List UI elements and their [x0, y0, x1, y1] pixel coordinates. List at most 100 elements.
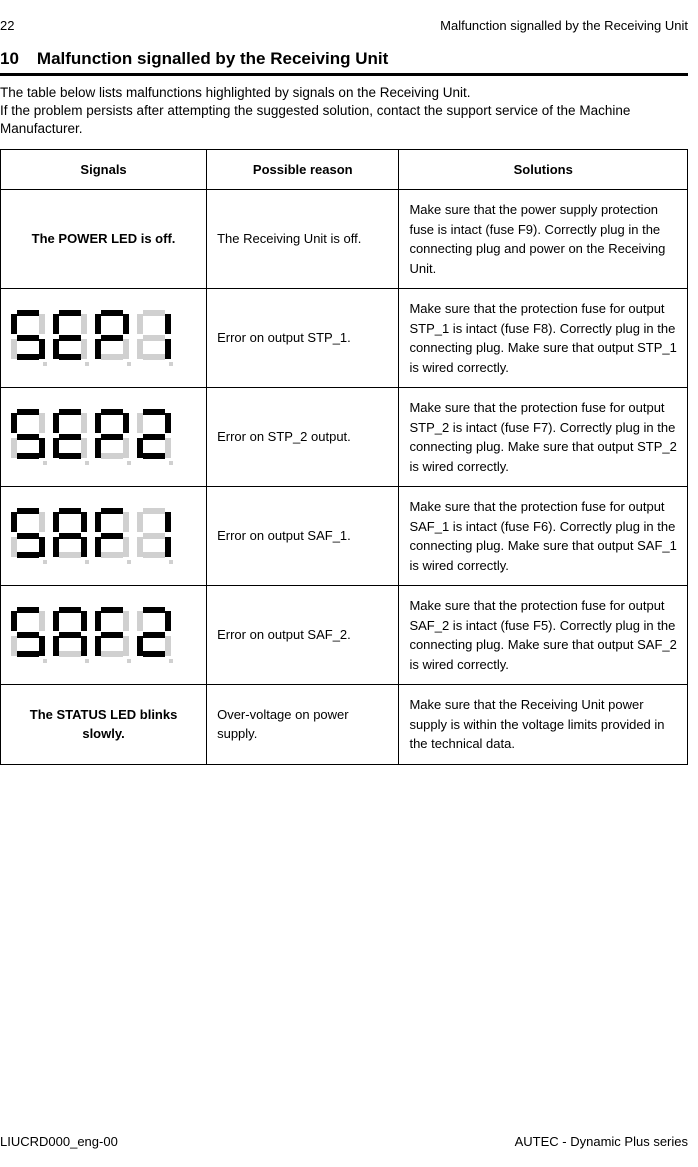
- segment-g: [101, 632, 123, 638]
- segment-g: [59, 434, 81, 440]
- segment-g: [17, 533, 39, 539]
- footer-doc-id: LIUCRD000_eng-00: [0, 1134, 118, 1149]
- segment-a: [59, 310, 81, 316]
- solution-cell: Make sure that the protection fuse for o…: [399, 487, 688, 586]
- segment-e: [53, 537, 59, 557]
- segment-g: [17, 632, 39, 638]
- segment-e: [95, 438, 101, 458]
- seven-seg-digit: [95, 310, 129, 366]
- segment-e: [11, 339, 17, 359]
- segment-b: [39, 314, 45, 334]
- segment-d: [101, 453, 123, 459]
- segment-c: [81, 339, 87, 359]
- segment-a: [17, 409, 39, 415]
- segment-d: [143, 552, 165, 558]
- segment-b: [123, 512, 129, 532]
- decimal-dot: [127, 461, 131, 465]
- col-reason: Possible reason: [207, 149, 399, 190]
- section-number: 10: [0, 49, 19, 68]
- segment-a: [101, 310, 123, 316]
- segment-c: [39, 636, 45, 656]
- segment-g: [17, 434, 39, 440]
- segment-g: [143, 632, 165, 638]
- decimal-dot: [43, 659, 47, 663]
- segment-g: [59, 632, 81, 638]
- seven-seg-digit: [95, 607, 129, 663]
- segment-b: [165, 611, 171, 631]
- segment-c: [39, 438, 45, 458]
- segment-g: [101, 335, 123, 341]
- seven-seg-digit: [137, 508, 171, 564]
- seven-seg-digit: [11, 409, 45, 465]
- seven-seg-digit: [53, 310, 87, 366]
- decimal-dot: [169, 461, 173, 465]
- segment-e: [95, 537, 101, 557]
- signal-cell: [1, 586, 207, 685]
- segment-f: [137, 413, 143, 433]
- segment-e: [53, 636, 59, 656]
- segment-g: [143, 533, 165, 539]
- segment-f: [53, 611, 59, 631]
- signal-cell: [1, 388, 207, 487]
- decimal-dot: [43, 560, 47, 564]
- reason-cell: The Receiving Unit is off.: [207, 190, 399, 289]
- segment-d: [17, 651, 39, 657]
- running-header: 22 Malfunction signalled by the Receivin…: [0, 18, 688, 49]
- seven-seg-digit: [11, 508, 45, 564]
- decimal-dot: [43, 461, 47, 465]
- intro-line2: If the problem persists after attempting…: [0, 103, 630, 136]
- segment-c: [165, 339, 171, 359]
- running-title: Malfunction signalled by the Receiving U…: [440, 18, 688, 33]
- segment-e: [95, 339, 101, 359]
- reason-cell: Error on STP_2 output.: [207, 388, 399, 487]
- signal-cell: [1, 289, 207, 388]
- decimal-dot: [43, 362, 47, 366]
- segment-c: [165, 636, 171, 656]
- segment-b: [123, 413, 129, 433]
- segment-d: [143, 453, 165, 459]
- table-row: The POWER LED is off.The Receiving Unit …: [1, 190, 688, 289]
- segment-f: [95, 512, 101, 532]
- segment-e: [137, 438, 143, 458]
- segment-d: [59, 354, 81, 360]
- segment-g: [143, 434, 165, 440]
- segment-b: [81, 512, 87, 532]
- malfunction-table: Signals Possible reason Solutions The PO…: [0, 149, 688, 765]
- seven-seg-digit: [53, 607, 87, 663]
- segment-c: [123, 339, 129, 359]
- section-title-text: Malfunction signalled by the Receiving U…: [37, 49, 388, 68]
- segment-b: [165, 413, 171, 433]
- decimal-dot: [85, 362, 89, 366]
- signal-cell: [1, 487, 207, 586]
- seven-seg-digit: [95, 409, 129, 465]
- segment-e: [53, 339, 59, 359]
- decimal-dot: [85, 560, 89, 564]
- signal-cell: The STATUS LED blinks slowly.: [1, 685, 207, 765]
- segment-c: [123, 537, 129, 557]
- segment-f: [95, 611, 101, 631]
- segment-g: [59, 335, 81, 341]
- segment-b: [39, 512, 45, 532]
- segment-c: [39, 537, 45, 557]
- segment-f: [53, 512, 59, 532]
- segment-d: [101, 552, 123, 558]
- segment-e: [137, 537, 143, 557]
- table-row: Error on output STP_1.Make sure that the…: [1, 289, 688, 388]
- reason-cell: Error on output SAF_1.: [207, 487, 399, 586]
- segment-g: [17, 335, 39, 341]
- segment-a: [59, 607, 81, 613]
- solution-cell: Make sure that the protection fuse for o…: [399, 586, 688, 685]
- segment-f: [11, 314, 17, 334]
- segment-a: [17, 310, 39, 316]
- reason-cell: Error on output STP_1.: [207, 289, 399, 388]
- segment-e: [11, 438, 17, 458]
- segment-d: [59, 552, 81, 558]
- seven-seg-display: [11, 603, 196, 667]
- segment-b: [39, 611, 45, 631]
- segment-f: [11, 413, 17, 433]
- segment-c: [39, 339, 45, 359]
- segment-e: [137, 339, 143, 359]
- segment-d: [143, 651, 165, 657]
- solution-cell: Make sure that the protection fuse for o…: [399, 289, 688, 388]
- segment-b: [81, 314, 87, 334]
